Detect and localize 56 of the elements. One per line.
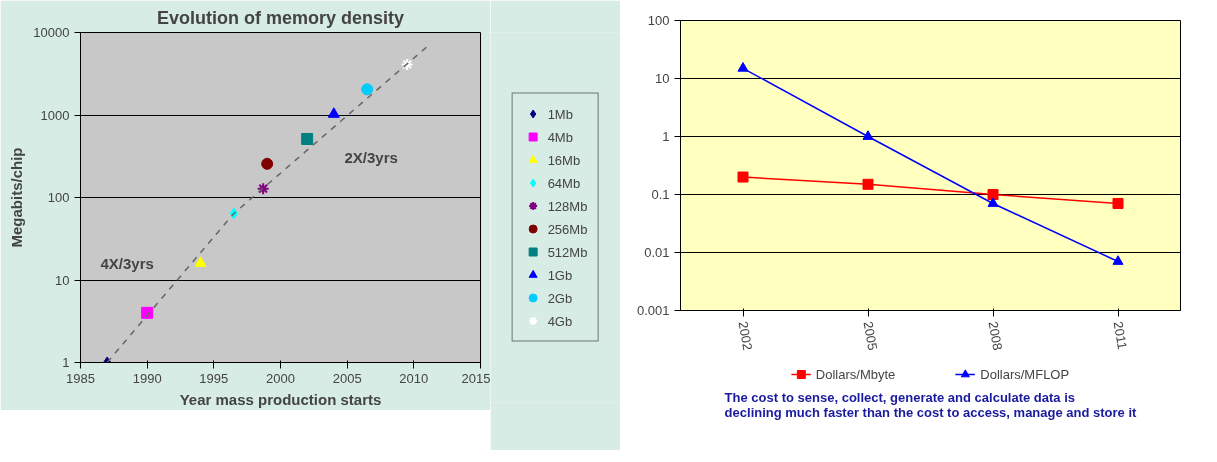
point (194, 256, 207, 267)
y-tick-label: 1000 (40, 107, 70, 123)
legend-label: 64Mb (547, 175, 581, 190)
y-tick-label: 100 (47, 190, 70, 205)
annotation: 2X/3yrs (344, 149, 398, 167)
x-tick-label: 2011 (1110, 320, 1131, 351)
x-tick-label: 2005 (860, 320, 881, 352)
point (987, 189, 999, 200)
point (400, 57, 414, 71)
legend-label: 2Gb (547, 290, 573, 305)
legend-label: 1Mb (547, 106, 573, 121)
legend-label: Dollars/MFLOP (980, 366, 1070, 382)
point (301, 132, 314, 145)
point (256, 182, 270, 196)
x-tick-label: 2010 (399, 370, 429, 386)
legend-label: 512Mb (547, 244, 588, 259)
y-tick-label: 0.001 (636, 303, 670, 318)
y-tick-label: 100 (647, 13, 670, 28)
x-axis-title: Year mass production starts (179, 390, 382, 408)
point (1112, 255, 1124, 265)
legend-label: 4Mb (547, 129, 573, 144)
y-tick-label: 1 (662, 129, 670, 144)
point (737, 171, 749, 183)
point (141, 306, 154, 319)
x-tick-label: 2008 (985, 320, 1006, 352)
text: The cost to sense, collect, generate and calculate data is declining much faster than the cost to access, manage and store it (724, 389, 1138, 420)
x-tick-label: 1995 (199, 370, 229, 386)
x-tick-label: 2015 (461, 370, 491, 386)
legend-label: 4Gb (547, 313, 573, 328)
point (737, 62, 749, 72)
x-tick-label: 1985 (66, 370, 95, 386)
point (862, 130, 874, 140)
x-tick-label: 2005 (332, 370, 362, 386)
point (261, 157, 274, 170)
x-tick-label: 1990 (132, 370, 162, 386)
legend-label: 128Mb (547, 198, 588, 213)
y-tick-label: 0.01 (644, 245, 670, 260)
y-tick-label: 10 (655, 71, 670, 86)
legend-label: 16Mb (547, 152, 581, 167)
annotation: 4X/3yrs (100, 255, 154, 272)
point (1112, 197, 1124, 209)
y-tick-label: 10000 (33, 25, 70, 40)
chart-title: Evolution of memory density (156, 7, 405, 28)
y-tick-label: 1 (62, 355, 70, 370)
x-tick-label: 2002 (735, 320, 756, 352)
x-tick-label: 2000 (266, 370, 295, 386)
legend-label: 256Mb (547, 221, 588, 236)
legend-label: Dollars/Mbyte (815, 366, 896, 382)
legend-label: 1Gb (547, 267, 573, 282)
point (987, 197, 999, 207)
point (862, 178, 874, 190)
point (361, 83, 374, 96)
y-axis-title: Megabits/chip (8, 147, 26, 248)
point (327, 107, 340, 118)
y-tick-label: 10 (55, 272, 70, 288)
y-tick-label: 0.1 (651, 187, 670, 202)
